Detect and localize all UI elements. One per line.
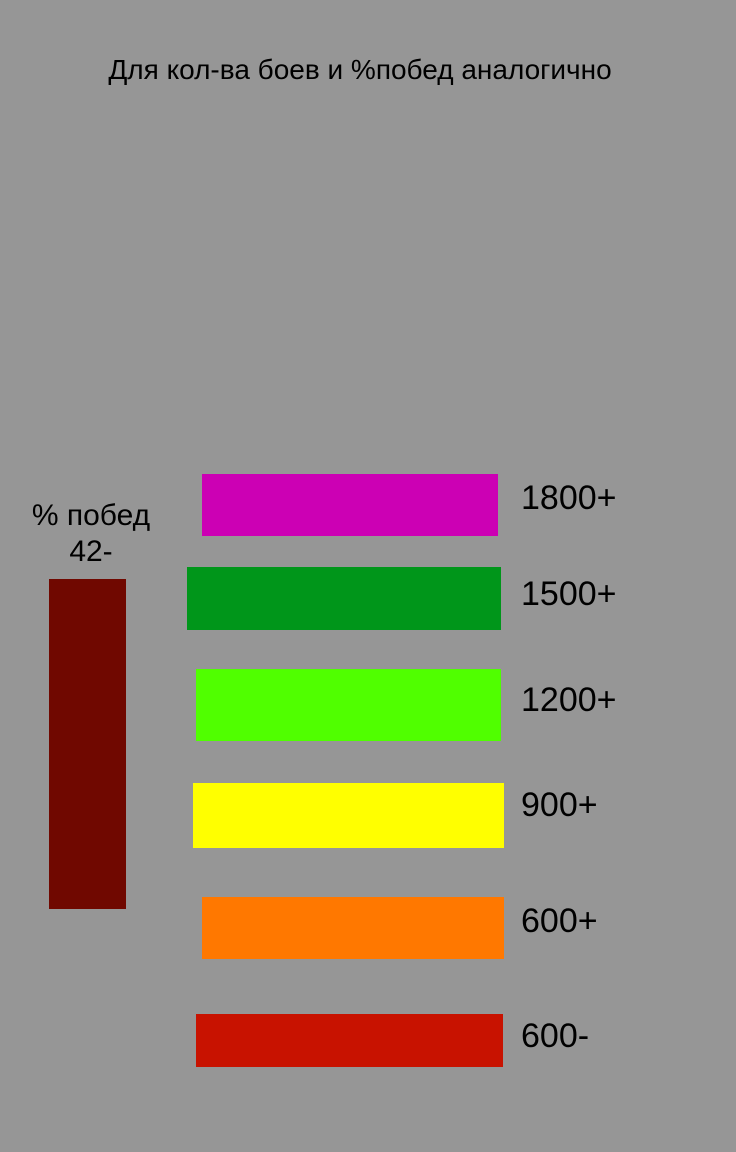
winrate-value: 42- (69, 535, 113, 568)
winrate-label: % побед (31, 499, 151, 532)
legend-swatch-1200-plus (196, 669, 501, 741)
page-heading: Для кол-ва боев и %побед аналогично (0, 52, 736, 88)
legend-label-1800-plus: 1800+ (521, 479, 617, 517)
legend-label-900-plus: 900+ (521, 786, 598, 824)
legend-label-600-minus: 600- (521, 1017, 590, 1055)
legend-label-600-plus: 600+ (521, 902, 598, 940)
legend-swatch-1800-plus (202, 474, 498, 536)
winrate-caption: % побед 42- (20, 498, 162, 570)
legend-swatch-600-minus (196, 1014, 503, 1067)
legend-swatch-900-plus (193, 783, 504, 848)
legend-swatch-1500-plus (187, 567, 501, 630)
winrate-bar (49, 579, 126, 909)
page-heading-text: Для кол-ва боев и %побед аналогично (108, 54, 612, 85)
legend-label-1200-plus: 1200+ (521, 681, 617, 719)
legend-swatch-600-plus (202, 897, 504, 959)
legend-label-1500-plus: 1500+ (521, 575, 617, 613)
